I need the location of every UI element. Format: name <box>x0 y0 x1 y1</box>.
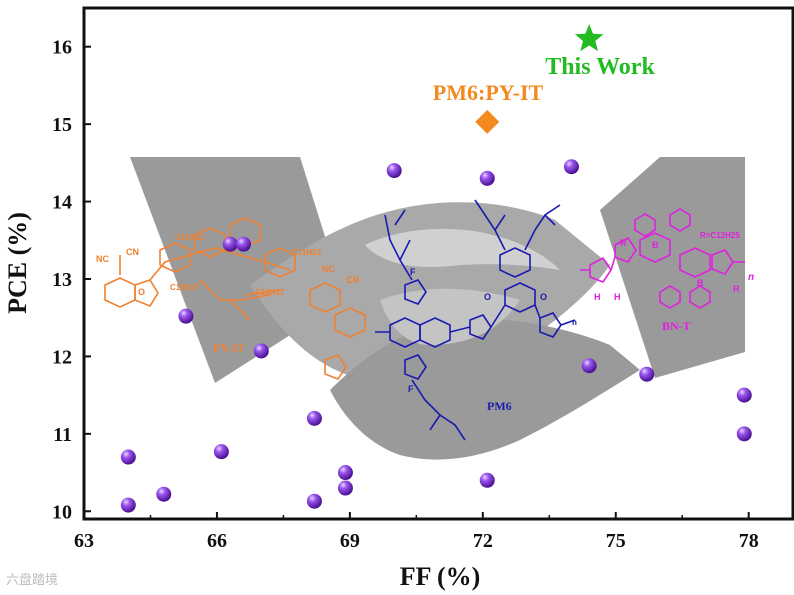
y-tick-label: 16 <box>52 37 72 59</box>
pm6-structure <box>375 199 576 441</box>
data-point <box>222 236 238 252</box>
right-sleeve <box>600 157 745 378</box>
data-point <box>337 480 353 496</box>
data-point <box>386 163 402 179</box>
svg-text:C11H23: C11H23 <box>175 233 204 242</box>
svg-text:CN: CN <box>346 275 359 285</box>
svg-text:NC: NC <box>96 254 109 264</box>
plot-frame <box>82 6 794 521</box>
py-it-structure <box>104 217 366 380</box>
pm6-pyit-annotation: PM6:PY-IT <box>433 80 544 105</box>
data-points <box>120 159 752 513</box>
pm6-labels: F F O O n <box>408 267 577 394</box>
x-tick-label: 63 <box>74 530 94 552</box>
highlight-markers <box>475 24 604 134</box>
x-tick-label: 78 <box>739 530 759 552</box>
highlight-diamond <box>475 109 500 134</box>
bn-t-structure <box>580 208 745 309</box>
svg-text:NC: NC <box>322 264 335 274</box>
data-point <box>213 444 229 460</box>
x-tick-label: 69 <box>340 530 360 552</box>
svg-text:O: O <box>540 292 547 302</box>
svg-text:C13H27: C13H27 <box>170 283 200 292</box>
svg-text:F: F <box>410 267 416 277</box>
data-point <box>120 497 136 513</box>
data-point <box>581 358 597 374</box>
svg-text:R: R <box>733 284 740 294</box>
data-point <box>337 465 353 481</box>
x-axis-title: FF (%) <box>400 562 481 591</box>
svg-text:CN: CN <box>126 247 139 257</box>
svg-text:O: O <box>138 287 145 297</box>
watermark: 六盘踏境 <box>6 572 58 588</box>
svg-text:n: n <box>748 272 754 283</box>
hand-fingers <box>365 228 560 270</box>
data-point <box>120 449 136 465</box>
svg-text:H: H <box>594 292 601 302</box>
pm6-label: PM6 <box>487 399 512 413</box>
this-work-annotation: This Work <box>545 54 655 80</box>
data-point <box>479 170 495 186</box>
y-tick-label: 13 <box>52 269 72 291</box>
data-point <box>479 472 495 488</box>
svg-text:R: R <box>620 238 627 248</box>
data-point <box>236 236 252 252</box>
py-it-labels: NC CN O C11H23 C13H27 C13H27 C11H23 NC C… <box>96 233 359 297</box>
axis-ticks: 63 66 69 72 75 78 10 11 12 13 14 15 16 <box>52 37 759 552</box>
y-tick-label: 10 <box>52 501 72 523</box>
data-point <box>156 486 172 502</box>
bn-t-labels: H H R B B R n <box>594 238 754 302</box>
right-hand <box>330 318 640 460</box>
y-tick-label: 14 <box>52 192 72 214</box>
data-point <box>736 387 752 403</box>
data-point <box>639 366 655 382</box>
data-point <box>563 159 579 175</box>
data-point <box>306 493 322 509</box>
x-tick-label: 72 <box>473 530 493 552</box>
bn-t-label: BN-T <box>662 319 691 333</box>
svg-text:n: n <box>572 318 577 327</box>
x-tick-label: 75 <box>606 530 626 552</box>
highlight-star <box>574 24 604 52</box>
svg-text:H: H <box>614 292 621 302</box>
y-tick-label: 15 <box>52 114 72 136</box>
svg-text:F: F <box>408 384 414 394</box>
x-tick-label: 66 <box>207 530 227 552</box>
y-tick-label: 12 <box>52 346 72 368</box>
svg-text:O: O <box>484 292 491 302</box>
data-point <box>306 410 322 426</box>
data-point <box>178 308 194 324</box>
data-point <box>736 426 752 442</box>
svg-text:C11H23: C11H23 <box>292 248 321 257</box>
handshake-illustration <box>130 157 745 460</box>
py-it-label: PY-IT <box>213 341 245 355</box>
y-axis-title: PCE (%) <box>3 212 32 314</box>
data-point <box>253 343 269 359</box>
y-tick-label: 11 <box>53 424 72 446</box>
r-group-label: R=C12H25 <box>700 231 740 240</box>
svg-text:C13H27: C13H27 <box>255 288 285 297</box>
svg-text:B: B <box>697 278 704 288</box>
svg-text:B: B <box>652 240 659 250</box>
